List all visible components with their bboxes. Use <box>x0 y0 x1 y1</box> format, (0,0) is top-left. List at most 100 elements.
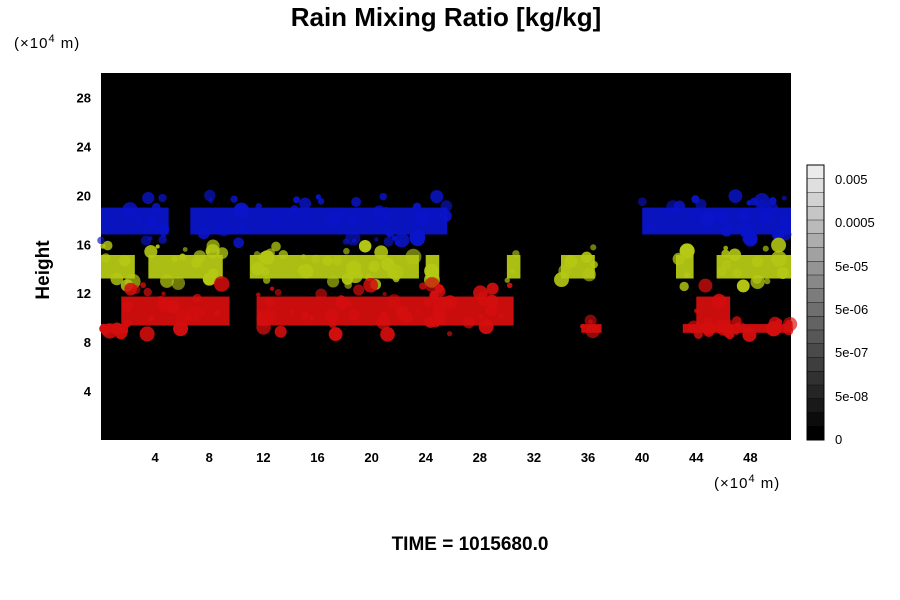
field-blob <box>751 256 763 268</box>
field-blob <box>720 224 733 237</box>
field-blob <box>264 297 275 308</box>
field-blob <box>353 284 365 296</box>
field-blob <box>140 282 147 289</box>
time-label: TIME = 1015680.0 <box>392 534 549 555</box>
field-blob <box>504 277 510 283</box>
colorbar-tick-label: 0 <box>835 432 842 447</box>
field-layer-3 <box>99 314 798 342</box>
field-blob <box>698 278 713 293</box>
x-tick-label: 12 <box>256 450 270 465</box>
field-blob <box>387 264 404 281</box>
field-blob <box>114 326 128 340</box>
field-blob <box>728 248 742 262</box>
colorbar-level <box>806 206 825 221</box>
field-blob <box>645 221 653 229</box>
colorbar-level <box>806 371 825 386</box>
colorbar-tick-label: 5e-05 <box>835 259 868 274</box>
field-blob <box>322 255 333 267</box>
field-blob <box>171 255 178 263</box>
field-blob <box>512 250 520 258</box>
field-blob <box>145 215 159 229</box>
field-blob <box>193 250 207 263</box>
field-blob <box>205 244 220 259</box>
field-blob <box>412 202 422 212</box>
colorbar-level <box>806 412 825 427</box>
y-tick-label: 20 <box>77 188 91 203</box>
field-blob <box>478 319 494 335</box>
field-blob <box>101 327 110 336</box>
field-blob <box>197 226 210 240</box>
field-blob <box>204 189 216 202</box>
field-blob <box>723 245 729 251</box>
field-blob <box>345 230 361 246</box>
field-blob <box>725 329 735 340</box>
field-blob <box>97 236 105 245</box>
field-blob <box>374 245 389 260</box>
field-blob <box>262 308 277 323</box>
field-blob <box>256 292 261 297</box>
field-blob <box>144 245 158 259</box>
field-blob <box>160 274 174 288</box>
field-blob <box>158 193 167 203</box>
field-blob <box>564 254 578 269</box>
field-blob <box>342 238 349 245</box>
field-blob <box>134 215 144 225</box>
x-tick-label: 48 <box>743 450 757 465</box>
field-blob <box>173 321 189 337</box>
field-blob <box>582 267 597 282</box>
field-blob <box>256 320 271 335</box>
field-blob <box>154 208 161 215</box>
field-blob <box>344 281 353 289</box>
field-blob <box>764 278 771 285</box>
field-blob <box>679 281 689 292</box>
field-blob <box>100 243 106 249</box>
field-blob <box>102 240 113 251</box>
field-blob <box>695 198 707 211</box>
field-blob <box>161 291 166 296</box>
field-blob <box>255 202 262 210</box>
field-blob <box>723 319 734 330</box>
field-layer-0 <box>97 189 792 249</box>
field-blob <box>738 208 752 222</box>
field-blob <box>157 298 172 313</box>
x-tick-label: 28 <box>473 450 487 465</box>
field-blob <box>171 276 186 290</box>
field-blob <box>688 210 699 221</box>
field-blob <box>762 245 769 252</box>
field-blob <box>428 317 437 327</box>
field-blob <box>498 313 504 319</box>
field-blob <box>379 311 389 321</box>
field-blob <box>394 240 401 246</box>
colorbar-level <box>806 384 825 400</box>
field-blob <box>119 255 131 267</box>
field-blob <box>326 275 340 288</box>
field-blob <box>424 298 433 308</box>
chart-title: Rain Mixing Ratio [kg/kg] <box>291 2 602 32</box>
field-blob <box>395 306 410 320</box>
field-blob <box>324 308 339 323</box>
field-blob <box>368 260 380 272</box>
field-blob <box>781 195 787 201</box>
field-blob <box>414 218 423 227</box>
field-blob <box>298 264 314 279</box>
field-blob <box>711 293 727 309</box>
field-blob <box>293 196 300 204</box>
y-tick-label: 4 <box>84 384 92 399</box>
y-tick-label: 8 <box>84 335 91 350</box>
field-blob <box>122 202 138 218</box>
y-axis-label: Height <box>33 240 54 300</box>
field-blob <box>383 212 391 220</box>
field-blob <box>263 276 271 284</box>
field-blob <box>510 268 515 274</box>
field-blob <box>274 289 282 296</box>
field-blob <box>405 248 422 265</box>
field-blob <box>485 304 498 317</box>
field-blob <box>374 237 379 242</box>
field-blob <box>100 253 111 263</box>
colorbar-level <box>806 164 825 180</box>
colorbar-tick-label: 0.0005 <box>835 215 875 230</box>
field-blob <box>590 244 597 251</box>
field-blob <box>757 208 772 224</box>
x-tick-label: 40 <box>635 450 649 465</box>
colorbar-level <box>806 329 825 345</box>
